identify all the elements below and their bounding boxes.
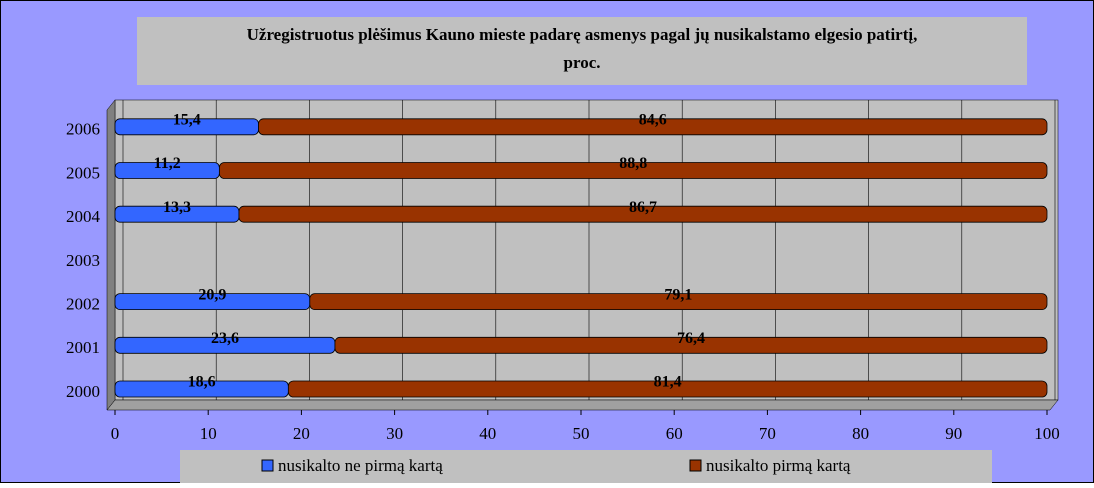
legend-label: nusikalto ne pirmą kartą (278, 456, 443, 475)
x-tick-label: 90 (945, 424, 962, 443)
data-label: 84,6 (639, 111, 667, 128)
y-tick-label: 2002 (66, 295, 100, 314)
bar-segment (309, 293, 1048, 311)
left-wall (106, 99, 116, 411)
data-label: 18,6 (188, 374, 216, 391)
x-tick-label: 60 (666, 424, 683, 443)
data-label: 15,4 (173, 111, 201, 128)
floor (106, 399, 1059, 411)
data-label: 20,9 (198, 286, 226, 303)
data-label: 76,4 (677, 330, 705, 347)
legend-swatch (261, 459, 274, 472)
x-tick-label: 50 (573, 424, 590, 443)
x-tick-label: 40 (479, 424, 496, 443)
bar-segment (287, 380, 1048, 398)
data-label: 79,1 (664, 286, 692, 303)
data-label: 23,6 (211, 330, 239, 347)
y-tick-label: 2006 (66, 120, 100, 139)
x-tick-label: 30 (386, 424, 403, 443)
legend-box (180, 450, 992, 483)
y-tick-label: 2003 (66, 251, 100, 270)
x-tick-label: 100 (1034, 424, 1060, 443)
chart-title: Užregistruotus plėšimus Kauno mieste pad… (247, 25, 918, 72)
bar-segment (334, 336, 1048, 354)
bar-segment (258, 118, 1048, 136)
y-tick-label: 2004 (66, 207, 101, 226)
data-label: 88,8 (619, 155, 647, 172)
y-tick-label: 2005 (66, 163, 100, 182)
x-tick-label: 10 (200, 424, 217, 443)
data-label: 11,2 (154, 155, 181, 172)
bar-segment (238, 205, 1048, 223)
y-tick-label: 2001 (66, 338, 100, 357)
x-tick-label: 80 (852, 424, 869, 443)
data-label: 86,7 (629, 199, 657, 216)
data-label: 13,3 (163, 199, 191, 216)
x-tick-label: 20 (293, 424, 310, 443)
title-box (137, 17, 1027, 85)
bar-segment (218, 162, 1048, 179)
data-label: 81,4 (654, 374, 682, 391)
legend-swatch (689, 459, 702, 472)
plot-wall (114, 99, 1059, 401)
legend-label: nusikalto pirmą kartą (706, 456, 851, 475)
y-tick-label: 2000 (66, 382, 100, 401)
x-tick-label: 70 (759, 424, 776, 443)
x-tick-label: 0 (111, 424, 120, 443)
